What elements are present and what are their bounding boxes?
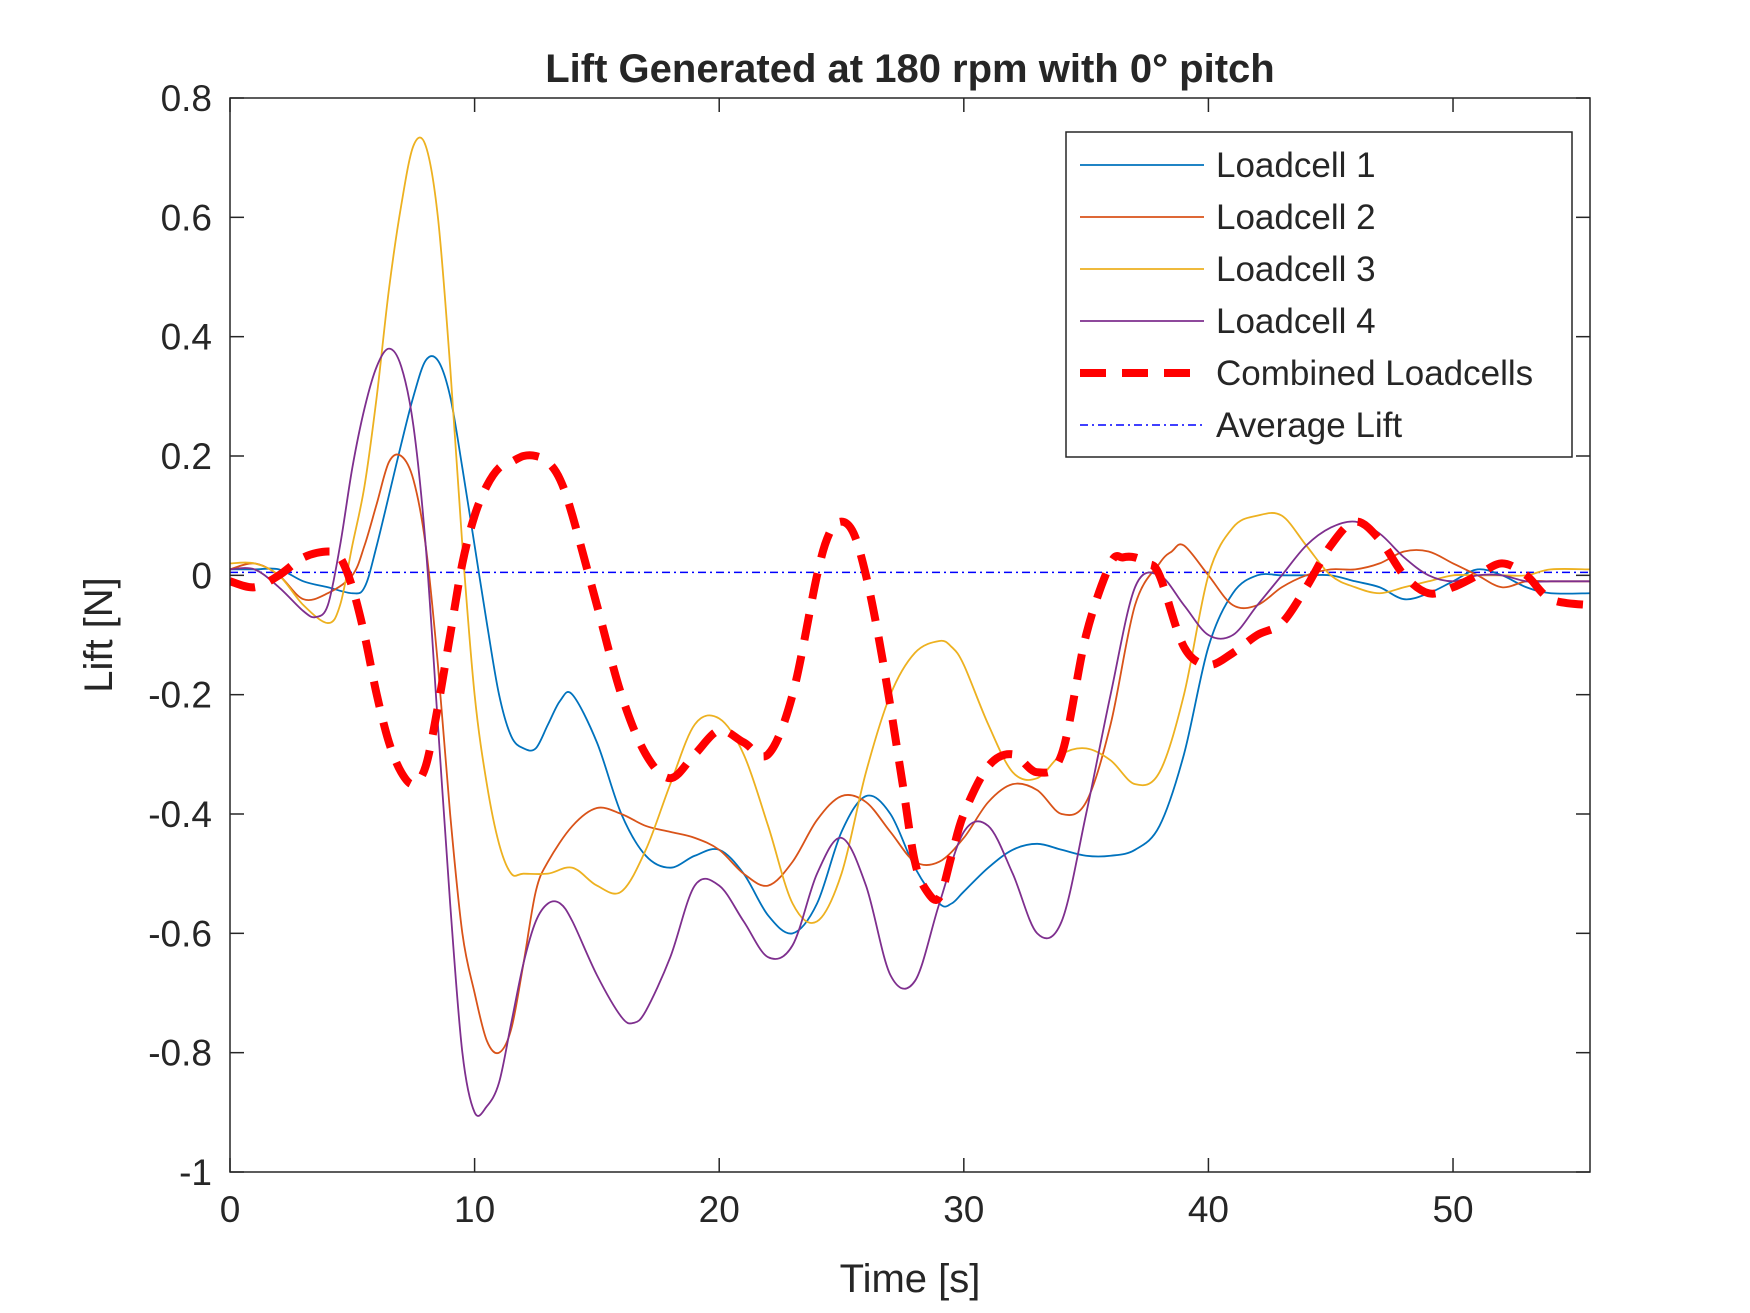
legend-label-3: Loadcell 3: [1216, 250, 1376, 289]
y-tick-label: -1: [179, 1152, 212, 1193]
chart-title: Lift Generated at 180 rpm with 0° pitch: [545, 47, 1274, 91]
y-tick-label: 0.4: [161, 317, 212, 358]
x-tick-label: 40: [1188, 1189, 1229, 1230]
y-tick-label: -0.4: [148, 794, 212, 835]
y-tick-label: -0.6: [148, 913, 212, 954]
legend-label-2: Loadcell 2: [1216, 198, 1376, 237]
tick-layer: 0 10 20 30 40 50 -1 -0.8 -0.6 -0.4 -0.2 0 0.2 0.4 0.6 0…: [148, 78, 1590, 1230]
x-tick-label: 50: [1432, 1189, 1473, 1230]
legend-label-1: Loadcell 1: [1216, 146, 1376, 185]
legend-label-5: Combined Loadcells: [1216, 354, 1533, 393]
legend-label-4: Loadcell 4: [1216, 302, 1376, 341]
y-tick-label: 0: [191, 555, 212, 596]
y-tick-label: 0.2: [161, 436, 212, 477]
series-layer: [230, 136, 1590, 1117]
x-tick-label: 10: [454, 1189, 495, 1230]
y-tick-label: 0.6: [161, 197, 212, 238]
y-tick-label: -0.2: [148, 675, 212, 716]
y-axis-label: Lift [N]: [77, 577, 121, 693]
x-tick-label: 20: [699, 1189, 740, 1230]
series-line-4: [230, 347, 1590, 1117]
series-line-5: [230, 451, 1590, 904]
x-tick-label: 30: [943, 1189, 984, 1230]
plot-frame: [229, 97, 1591, 1173]
legend-label-6: Average Lift: [1216, 406, 1402, 445]
legend: Loadcell 1 Loadcell 2 Loadcell 3 Loadcell 4…: [1065, 131, 1573, 458]
x-tick-label: 0: [220, 1189, 241, 1230]
y-tick-label: -0.8: [148, 1033, 212, 1074]
legend-box: [1065, 131, 1573, 458]
series-line-3: [230, 136, 1590, 924]
x-axis-label: Time [s]: [840, 1257, 981, 1301]
y-tick-label: 0.8: [161, 78, 212, 119]
